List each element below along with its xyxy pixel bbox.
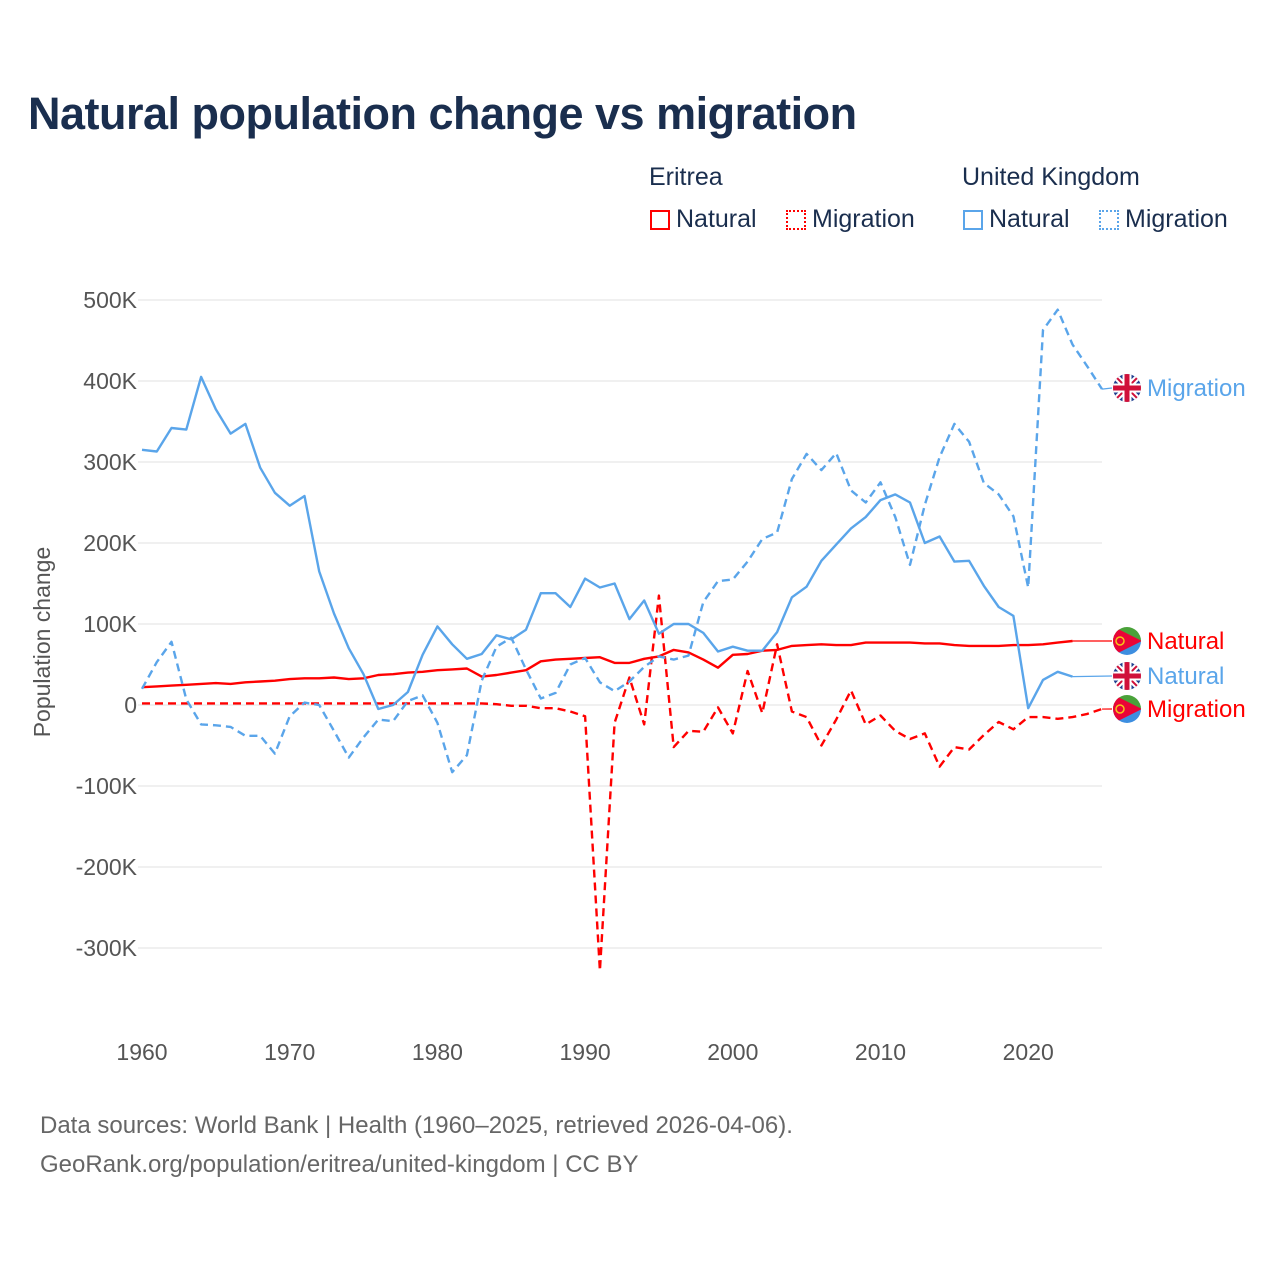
x-tick-label: 2000 [707, 1039, 758, 1065]
footer: Data sources: World Bank | Health (1960–… [40, 1106, 793, 1184]
uk-flag-icon [1113, 662, 1141, 690]
flag-cross-red [1113, 662, 1141, 690]
flag-body [1113, 627, 1141, 655]
y-tick-label: 100K [83, 611, 137, 637]
x-tick-label: 1970 [264, 1039, 315, 1065]
eritrea-flag-icon [1113, 627, 1141, 655]
x-axis-ticks: 1960 1970 1980 1990 2000 2010 2020 [116, 1039, 1053, 1065]
dotted-swatch-icon [1099, 209, 1119, 230]
legend-label: Migration [812, 205, 915, 233]
y-tick-label: 500K [83, 287, 137, 313]
y-tick-label: -200K [76, 854, 138, 880]
series-lines [140, 308, 1104, 972]
data-source-text: Data sources: World Bank | Health (1960–… [40, 1112, 793, 1139]
label-connector [1072, 675, 1113, 678]
flag-cross-red [1113, 374, 1141, 402]
dotted-swatch-icon [786, 209, 806, 230]
source-link[interactable]: GeoRank.org/population/eritrea/united-ki… [40, 1151, 639, 1178]
flag-body [1113, 374, 1141, 402]
y-tick-label: 200K [83, 530, 137, 556]
legend-group-uk: United Kingdom [962, 163, 1140, 191]
legend-eritrea-migration[interactable]: Migration [786, 205, 915, 234]
y-axis-label: Population change [29, 547, 55, 738]
gridlines [138, 299, 1102, 949]
x-tick-label: 1980 [412, 1039, 463, 1065]
chart-title: Natural population change vs migration [28, 88, 857, 139]
legend-uk-natural[interactable]: Natural [963, 205, 1070, 234]
legend-label: Migration [1125, 205, 1228, 233]
flag-body [1113, 662, 1141, 690]
end-labels: Natural Migration Natural Migration [1072, 374, 1246, 723]
flag-body [1113, 695, 1141, 723]
y-tick-label: -100K [76, 773, 138, 799]
uk-flag-icon [1113, 374, 1141, 402]
series-line-united-kingdom-migration [140, 308, 1104, 774]
series-line-eritrea-natural [141, 639, 1073, 689]
legend-label: Natural [989, 205, 1070, 233]
y-tick-label: 400K [83, 368, 137, 394]
y-axis-ticks: 500K 400K 300K 200K 100K 0 -100K -200K -300K [76, 287, 138, 961]
label-connector [1101, 387, 1113, 390]
x-tick-label: 1990 [560, 1039, 611, 1065]
series-line-united-kingdom-natural [141, 375, 1073, 711]
end-label: Migration [1147, 375, 1246, 402]
x-tick-label: 1960 [116, 1039, 167, 1065]
end-label: Migration [1147, 696, 1246, 723]
legend-group-eritrea: Eritrea [649, 163, 723, 191]
flag-red [1113, 695, 1141, 723]
eritrea-flag-icon [1113, 695, 1141, 723]
flag-red [1113, 627, 1141, 655]
end-label: Natural [1147, 628, 1224, 655]
legend-uk-migration[interactable]: Migration [1099, 205, 1228, 234]
series-line-eritrea-migration [142, 594, 1103, 972]
y-tick-label: 0 [124, 692, 137, 718]
y-tick-label: 300K [83, 449, 137, 475]
x-tick-label: 2020 [1003, 1039, 1054, 1065]
legend-eritrea-natural[interactable]: Natural [650, 205, 757, 234]
flag-emblem [1115, 636, 1125, 646]
y-tick-label: -300K [76, 935, 138, 961]
end-label: Natural [1147, 663, 1224, 690]
solid-swatch-icon [650, 209, 670, 230]
x-tick-label: 2010 [855, 1039, 906, 1065]
solid-swatch-icon [963, 209, 983, 230]
flag-emblem [1115, 704, 1125, 714]
legend-label: Natural [676, 205, 757, 233]
